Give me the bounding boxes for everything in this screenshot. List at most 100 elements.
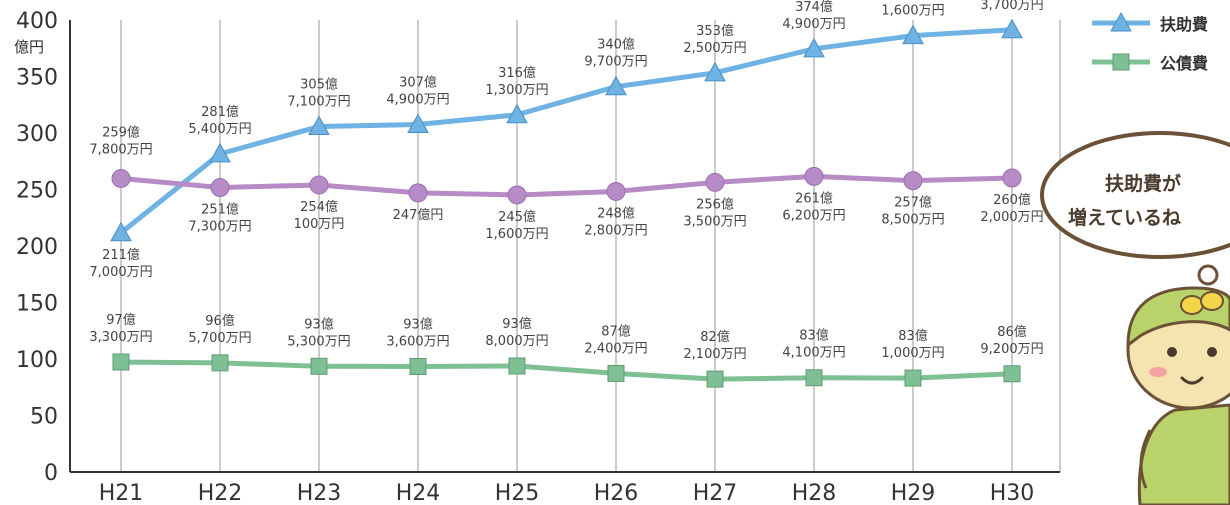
mascot-body: [1137, 403, 1230, 505]
point-purple-h27: [705, 172, 725, 192]
x-tick-h28: H28: [792, 481, 837, 505]
y-tick-150: 150: [16, 292, 58, 317]
series-line-fujohi: [119, 27, 1013, 235]
y-tick-0: 0: [44, 461, 58, 486]
data-label-purple-h26-0: 248億: [597, 205, 635, 221]
mascot-cheek: [1149, 367, 1167, 377]
point-kosaihi-h28: [805, 369, 823, 387]
mascot-ornament-left: [1180, 295, 1204, 315]
data-label-fujohi-h21-0: 211億: [102, 247, 140, 263]
data-label-purple-h23-0: 254億: [300, 199, 338, 215]
data-label-kosaihi-h25-1: 8,000万円: [485, 334, 548, 349]
mascot-ornament-right: [1200, 291, 1224, 311]
point-fujohi-h23: [308, 115, 330, 136]
x-tick-h21: H21: [99, 481, 144, 505]
mascot-character: [1126, 286, 1230, 505]
mascot-eye-left: [1167, 347, 1177, 357]
data-label-fujohi-h28-0: 374億: [795, 0, 833, 15]
point-purple-h24: [408, 183, 428, 203]
data-label-kosaihi-h22-1: 5,700万円: [188, 331, 251, 346]
data-label-fujohi-h27-0: 353億: [696, 23, 734, 39]
data-label-purple-h23-1: 100万円: [294, 217, 345, 232]
point-fujohi-h26: [605, 75, 627, 96]
point-purple-h21: [111, 168, 131, 188]
data-label-fujohi-h29-0: 386億: [894, 0, 932, 2]
data-label-purple-h25-0: 245億: [498, 209, 536, 225]
y-tick-200: 200: [16, 235, 58, 260]
data-label-purple-h29-1: 8,500万円: [881, 213, 944, 228]
point-fujohi-h27: [704, 61, 726, 82]
data-label-purple-h22-1: 7,300万円: [188, 220, 251, 235]
x-tick-h26: H26: [594, 481, 639, 505]
point-purple-h23: [309, 175, 329, 195]
point-kosaihi-h29: [904, 369, 922, 387]
y-tick-50: 50: [30, 405, 58, 430]
data-label-fujohi-h28-1: 4,900万円: [782, 17, 845, 32]
x-tick-h25: H25: [495, 481, 540, 505]
y-tick-250: 250: [16, 179, 58, 204]
data-label-kosaihi-h30-0: 86億: [997, 324, 1027, 340]
data-label-kosaihi-h24-0: 93億: [403, 317, 433, 333]
y-axis-unit: 億円: [14, 38, 44, 56]
data-label-kosaihi-h28-1: 4,100万円: [782, 346, 845, 361]
data-label-fujohi-h26-1: 9,700万円: [584, 55, 647, 70]
point-fujohi-h30: [1001, 18, 1023, 39]
data-label-purple-h29-0: 257億: [894, 195, 932, 211]
legend-triangle-marker: [1110, 11, 1132, 32]
data-label-purple-h21-1: 7,800万円: [89, 142, 152, 157]
data-label-kosaihi-h21-0: 97億: [106, 312, 136, 328]
data-label-fujohi-h25-0: 316億: [498, 65, 536, 81]
data-label-fujohi-h27-1: 2,500万円: [683, 41, 746, 56]
point-kosaihi-h30: [1003, 365, 1021, 383]
data-label-purple-h28-0: 261億: [795, 190, 833, 206]
bubble-shape: [1040, 131, 1230, 259]
point-fujohi-h25: [506, 103, 528, 124]
point-purple-h26: [606, 181, 626, 201]
data-labels: 211億 7,000万円 281億 5,400万円 305億 7,100万円 307億 4,9…: [89, 0, 1043, 362]
y-tick-400: 400: [16, 9, 58, 34]
x-tick-h23: H23: [297, 481, 342, 505]
data-label-purple-h22-0: 251億: [201, 202, 239, 218]
legend-label-kosaihi: 公債費: [1160, 54, 1208, 73]
data-label-purple-h24-0: 247億円: [393, 207, 444, 223]
data-label-fujohi-h23-0: 305億: [300, 77, 338, 93]
data-label-kosaihi-h30-1: 9,200万円: [980, 342, 1043, 357]
point-kosaihi-h21: [112, 353, 130, 371]
data-label-kosaihi-h25-0: 93億: [502, 316, 532, 332]
speech-bubble: 扶助費が 増えているね: [1040, 131, 1230, 305]
point-purple-h28: [804, 166, 824, 186]
data-label-fujohi-h22-1: 5,400万円: [188, 122, 251, 137]
y-tick-100: 100: [16, 348, 58, 373]
data-label-purple-h30-0: 260億: [993, 192, 1031, 208]
data-label-purple-h21-0: 259億: [102, 124, 140, 140]
data-label-fujohi-h26-0: 340億: [597, 37, 635, 53]
data-label-kosaihi-h26-0: 87億: [601, 323, 631, 339]
axes: [69, 20, 1060, 473]
legend-label-fujohi: 扶助費: [1160, 15, 1208, 34]
point-kosaihi-h22: [211, 354, 229, 372]
bubble-dot-large: [1197, 264, 1219, 286]
y-tick-350: 350: [16, 66, 58, 91]
series-line-purple: [120, 173, 1013, 198]
data-label-fujohi-h22-0: 281億: [201, 104, 239, 120]
data-label-purple-h26-1: 2,800万円: [584, 223, 647, 238]
data-label-kosaihi-h27-1: 2,100万円: [683, 347, 746, 362]
point-fujohi-h29: [902, 24, 924, 45]
mascot-eye-right: [1207, 347, 1217, 357]
data-label-fujohi-h29-1: 1,600万円: [881, 4, 944, 19]
point-kosaihi-h27: [706, 370, 724, 388]
point-fujohi-h21: [110, 221, 132, 242]
point-kosaihi-h23: [310, 357, 328, 375]
x-tick-h29: H29: [891, 481, 936, 505]
x-tick-labels: H21 H22 H23 H24 H25 H26 H27 H28 H29 H30: [99, 481, 1035, 505]
series-line-kosaihi: [120, 359, 1013, 382]
data-label-kosaihi-h21-1: 3,300万円: [89, 330, 152, 345]
data-label-kosaihi-h23-0: 93億: [304, 316, 334, 332]
data-label-kosaihi-h22-0: 96億: [205, 313, 235, 329]
data-label-fujohi-h24-0: 307億: [399, 75, 437, 91]
x-tick-h22: H22: [198, 481, 243, 505]
bubble-text-line1: 扶助費が: [1105, 172, 1181, 195]
grid-lines: [120, 20, 1061, 472]
data-label-purple-h27-0: 256億: [696, 196, 734, 212]
